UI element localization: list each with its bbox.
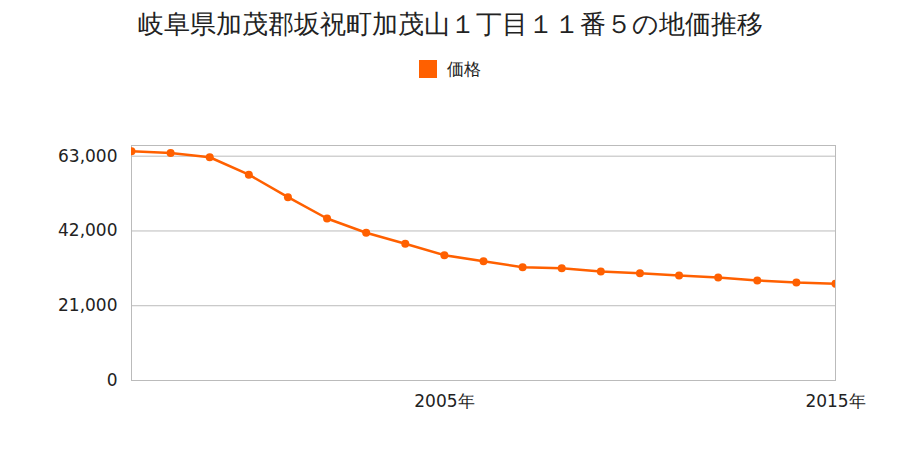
svg-text:0: 0 bbox=[107, 370, 118, 390]
svg-text:2015年: 2015年 bbox=[805, 391, 865, 411]
svg-text:2005年: 2005年 bbox=[414, 391, 474, 411]
html-text:岐阜県加茂郡坂祝町加茂山１丁目１１番５の地価推移: 岐阜県加茂郡坂祝町加茂山１丁目１１番５の地価推移 bbox=[137, 9, 763, 39]
svg-text:42,000: 42,000 bbox=[58, 220, 117, 240]
svg-text:21,000: 21,000 bbox=[58, 295, 117, 315]
html-text:価格: 価格 bbox=[447, 58, 481, 79]
svg-text:63,000: 63,000 bbox=[58, 146, 117, 166]
